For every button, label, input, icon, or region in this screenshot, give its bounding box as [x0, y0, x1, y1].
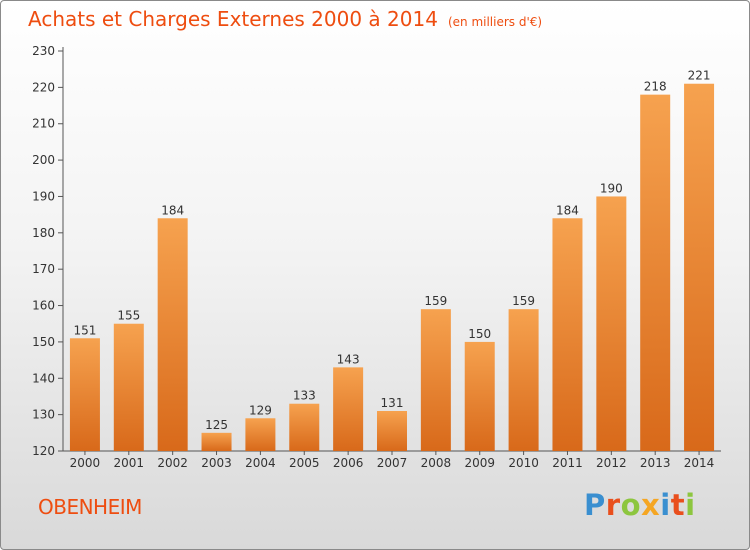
x-tick-label: 2002: [157, 456, 188, 470]
data-label: 151: [73, 323, 96, 337]
y-tick-label: 120: [32, 444, 55, 458]
data-label: 131: [381, 396, 404, 410]
data-label: 129: [249, 403, 272, 417]
y-tick-label: 190: [32, 189, 55, 203]
x-tick-label: 2004: [245, 456, 276, 470]
logo-letter: i: [660, 488, 671, 522]
data-label: 159: [424, 294, 447, 308]
bar: [508, 309, 539, 451]
data-label: 218: [644, 80, 667, 94]
chart-subtitle: (en milliers d'€): [447, 15, 543, 29]
bar: [157, 218, 188, 451]
bar: [596, 196, 627, 451]
chart-title: Achats et Charges Externes 2000 à 2014 (e…: [28, 7, 542, 31]
y-tick-label: 210: [32, 117, 55, 131]
x-tick-label: 2009: [464, 456, 495, 470]
x-tick-label: 2011: [552, 456, 583, 470]
x-tick-label: 2014: [684, 456, 715, 470]
logo-letter: x: [641, 488, 661, 522]
x-tick-label: 2010: [508, 456, 539, 470]
x-tick-label: 2003: [201, 456, 232, 470]
bar: [420, 309, 451, 451]
x-tick-label: 2012: [596, 456, 627, 470]
logo-letter: i: [685, 488, 696, 522]
logo-letter: P: [584, 488, 606, 522]
data-label: 133: [293, 389, 316, 403]
bar: [333, 367, 364, 451]
y-tick-label: 140: [32, 371, 55, 385]
y-tick-label: 230: [32, 44, 55, 58]
y-tick-label: 170: [32, 262, 55, 276]
data-label: 159: [512, 294, 535, 308]
logo-letter: o: [620, 488, 642, 522]
bar: [201, 432, 232, 451]
data-label: 155: [117, 309, 140, 323]
data-label: 184: [161, 203, 184, 217]
data-label: 125: [205, 418, 228, 432]
bar: [245, 418, 276, 451]
bar: [69, 338, 100, 451]
y-tick-label: 130: [32, 408, 55, 422]
proxiti-logo: Proxiti: [584, 488, 696, 522]
y-tick-label: 180: [32, 226, 55, 240]
y-tick-label: 220: [32, 80, 55, 94]
logo-letter: r: [605, 488, 621, 522]
x-tick-label: 2006: [333, 456, 364, 470]
bar: [552, 218, 583, 451]
data-label: 221: [688, 69, 711, 83]
data-label: 190: [600, 181, 623, 195]
bar: [113, 323, 144, 451]
bar: [464, 341, 495, 451]
x-tick-label: 2008: [421, 456, 452, 470]
bar: [640, 94, 671, 452]
y-tick-label: 150: [32, 335, 55, 349]
x-tick-label: 2005: [289, 456, 320, 470]
x-tick-label: 2013: [640, 456, 671, 470]
commune-name: OBENHEIM: [38, 495, 142, 519]
x-tick-label: 2007: [377, 456, 408, 470]
bar: [289, 403, 320, 451]
y-tick-label: 160: [32, 299, 55, 313]
chart-title-text: Achats et Charges Externes 2000 à 2014: [28, 7, 438, 31]
y-tick-label: 200: [32, 153, 55, 167]
data-label: 143: [337, 352, 360, 366]
logo-letter: t: [670, 488, 686, 522]
x-tick-label: 2001: [114, 456, 145, 470]
data-label: 150: [468, 327, 491, 341]
bar: [684, 83, 715, 452]
bar: [377, 411, 407, 451]
data-label: 184: [556, 203, 579, 217]
x-tick-label: 2000: [70, 456, 101, 470]
